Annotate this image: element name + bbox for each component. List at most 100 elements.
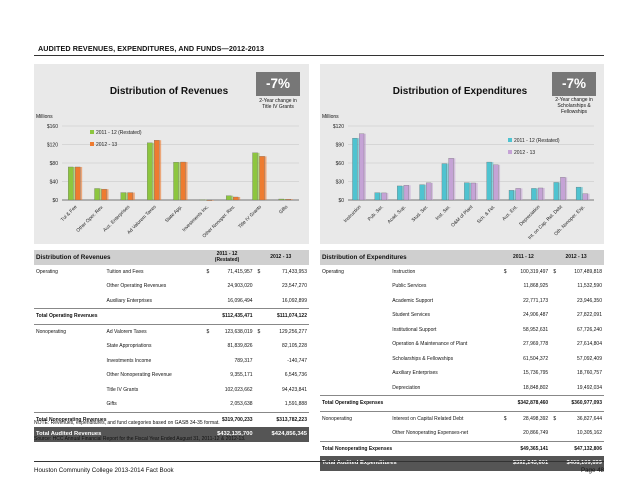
expenditure-row-group — [320, 426, 392, 441]
expenditure-currency-2012 — [548, 308, 556, 323]
expenditure-currency-2012 — [548, 352, 556, 367]
revenue-bar — [252, 152, 258, 201]
expenditure-row-group — [320, 366, 392, 381]
expenditure-bar — [560, 177, 566, 201]
revenue-bar — [199, 199, 206, 201]
expenditure-value-2011: 61,504,372 — [523, 355, 549, 362]
expenditure-table-header: Distribution of Expenditures 2011 - 12 2… — [320, 250, 604, 265]
expenditure-row-group — [320, 323, 392, 338]
expenditure-bar-side — [469, 182, 471, 200]
revenue-value-2012: 23,547,270 — [281, 283, 307, 290]
expenditure-row: Institutional Support 58,952,631 67,726,24… — [320, 323, 604, 338]
expenditure-row-label: Instruction — [392, 268, 416, 275]
expenditure-value-2012: 107,489,818 — [574, 268, 602, 275]
revenue-row-group — [34, 279, 106, 294]
revenue-currency-2011 — [201, 383, 209, 398]
expenditure-bar — [441, 163, 447, 201]
revenue-value-2011: 24,903,020 — [227, 283, 253, 290]
revenue-currency-2012 — [252, 308, 261, 324]
revenue-currency-2012 — [253, 368, 261, 383]
revenue-bar-side — [152, 142, 155, 200]
revenue-row-group — [34, 383, 106, 398]
revenue-value-2011: $112,435,471 — [209, 308, 253, 324]
expenditure-col-2011: 2011 - 12 — [512, 254, 534, 261]
revenue-row: Gifts 2,053,638 1,591,888 — [34, 397, 309, 412]
revenue-bar-side — [283, 199, 286, 200]
expenditure-bar-side — [542, 187, 545, 200]
expenditure-bar-side — [498, 164, 501, 200]
revenue-value-2012: $111,074,122 — [260, 308, 309, 324]
expenditure-bar-side — [587, 193, 590, 200]
expenditure-value-2012: $360,977,093 — [556, 395, 604, 411]
expenditure-category-label: Sch. & Fel. — [476, 204, 497, 225]
revenue-category-label: Title IV Grants — [237, 204, 263, 230]
revenue-value-2012: 82,105,228 — [281, 343, 307, 350]
revenue-currency-2011: $ — [206, 268, 210, 275]
revenue-currency-2012: $ — [252, 323, 261, 339]
revenue-ytick-label: $0 — [52, 198, 58, 204]
expenditure-bar-side — [565, 177, 568, 200]
revenue-value-2012: 16,092,899 — [281, 297, 307, 304]
revenue-bar — [68, 166, 74, 201]
expenditure-row: Academic Support 22,771,173 23,946,350 — [320, 294, 604, 309]
expenditure-bar — [553, 182, 559, 201]
expenditure-ytick-label: $60 — [336, 161, 345, 167]
revenue-bar-side — [185, 162, 188, 200]
note-source: Source: HCC Annual Financial Report for … — [34, 436, 246, 442]
revenue-row-group — [34, 294, 106, 309]
expenditure-bar — [470, 182, 476, 201]
revenue-currency-2012 — [252, 411, 261, 427]
revenue-bar-side — [204, 199, 207, 201]
revenue-bar — [147, 142, 153, 201]
expenditure-bar — [352, 137, 358, 201]
expenditure-change-badge: -7% — [552, 72, 596, 96]
revenue-bar — [278, 198, 285, 201]
expenditure-legend-label: 2011 - 12 (Restated) — [514, 138, 560, 144]
expenditure-value-2012: 67,726,240 — [576, 326, 602, 333]
revenue-row-label: Auxiliary Enterprises — [106, 297, 153, 304]
expenditure-currency-2011 — [499, 279, 507, 294]
revenue-legend-swatch — [90, 142, 94, 146]
revenue-row: State Appropriations 81,839,826 82,105,228 — [34, 339, 309, 354]
revenue-change-badge: -7% — [256, 72, 300, 96]
revenue-row-label — [106, 308, 202, 324]
expenditure-currency-2011 — [499, 352, 507, 367]
expenditure-chart-panel: Distribution of Expenditures -7% 2-Year … — [320, 64, 604, 244]
expenditure-col-2012: 2012 - 13 — [565, 254, 587, 261]
expenditure-value-2011: 24,906,487 — [523, 312, 549, 319]
expenditure-row-group — [320, 381, 392, 396]
expenditure-category-label: Inst. Ser. — [434, 204, 452, 222]
expenditure-row: Nonoperating Interest on Capital Related … — [320, 410, 604, 426]
expenditure-value-2012: 18,760,757 — [576, 370, 602, 377]
expenditure-bar-side — [357, 138, 360, 200]
expenditure-row-label: Operation & Maintenance of Plant — [392, 341, 468, 348]
expenditure-bar — [359, 133, 365, 201]
revenue-row-label: Ad Valorem Taxes — [106, 323, 202, 339]
revenue-bar — [154, 140, 160, 201]
revenue-row-label: Gifts — [106, 401, 117, 408]
revenue-row-group: Nonoperating — [34, 323, 107, 339]
expenditure-bar — [515, 188, 521, 201]
revenue-bar — [206, 199, 213, 201]
revenue-row: Nonoperating Ad Valorem Taxes $123,638,019… — [34, 323, 309, 339]
expenditure-value-2012: 27,614,804 — [576, 341, 602, 348]
revenue-currency-2011 — [201, 411, 210, 427]
expenditure-currency-2011 — [499, 381, 507, 396]
expenditure-category-label: Acad. Sup. — [386, 204, 407, 225]
revenue-value-2011: 789,317 — [234, 357, 253, 364]
expenditure-row-label: Interest on Capital Related Debt — [392, 410, 499, 426]
revenue-row-group — [34, 354, 106, 369]
revenue-col-2012: 2012 - 13 — [270, 254, 292, 261]
expenditure-currency-2012: $ — [553, 268, 557, 275]
expenditure-row-group: Nonoperating — [320, 410, 393, 426]
expenditure-bar-side — [536, 188, 539, 200]
revenue-bar-side — [99, 188, 102, 200]
expenditure-value-2011: 28,498,392 — [506, 410, 549, 426]
expenditure-currency-2012 — [548, 440, 557, 456]
revenue-change-note: 2-Year change in Title IV Grants — [259, 98, 297, 110]
expenditure-bar-side — [431, 182, 433, 200]
expenditure-value-2012: 36,827,644 — [556, 410, 604, 426]
revenue-table: Distribution of Revenues 2011 - 12 (Resta… — [34, 250, 309, 442]
expenditure-bar-side — [364, 133, 366, 200]
revenue-bar-side — [178, 162, 181, 200]
